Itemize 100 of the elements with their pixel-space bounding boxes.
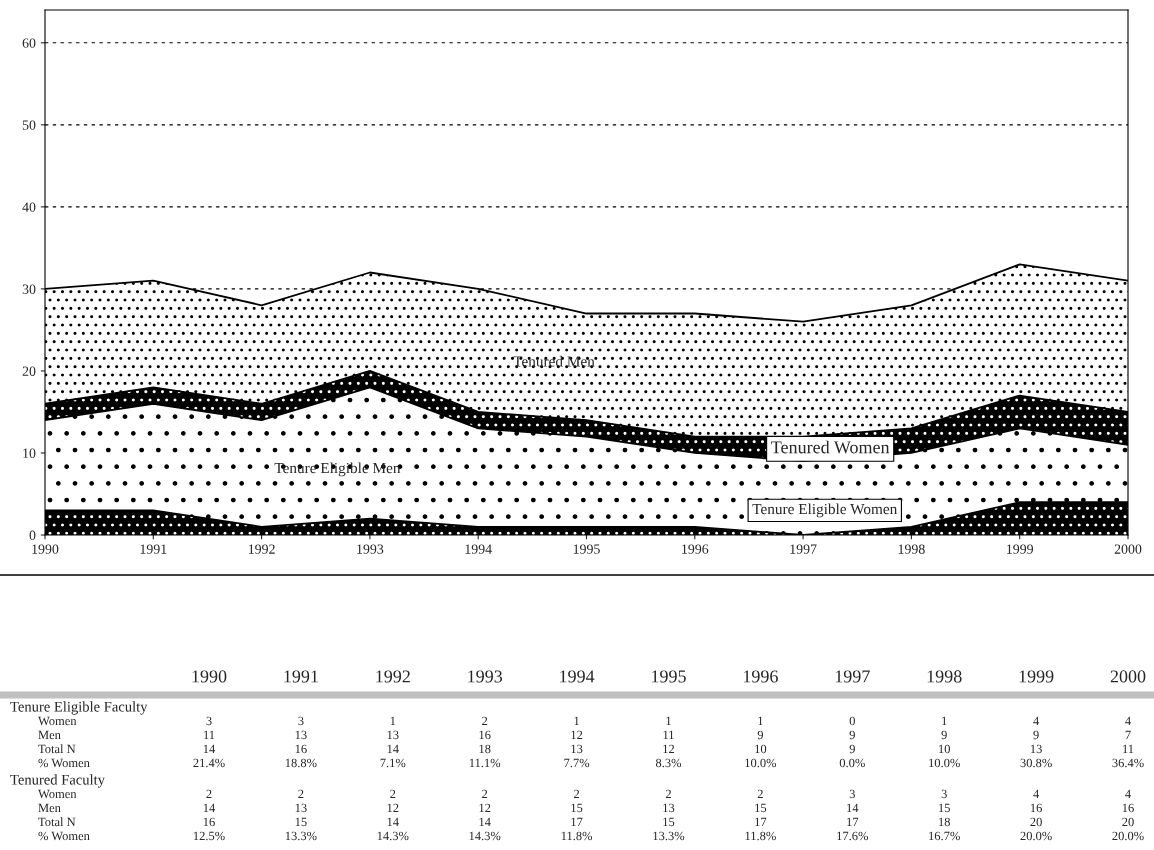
text: 13.3% xyxy=(653,831,685,841)
text: 10 xyxy=(755,744,767,754)
text: 4 xyxy=(1125,716,1131,726)
x-tick-label: 1993 xyxy=(357,544,384,554)
text: 15 xyxy=(663,817,675,827)
y-tick-label: 0 xyxy=(29,530,36,540)
text: 2 xyxy=(665,789,671,799)
text: 12 xyxy=(387,803,399,813)
x-tick-label: 1991 xyxy=(140,544,167,554)
text: 16 xyxy=(1030,803,1042,813)
text: % Women xyxy=(38,758,90,768)
text: 16 xyxy=(203,817,215,827)
text: 9 xyxy=(1033,730,1039,740)
text: 12 xyxy=(479,803,491,813)
text: Total N xyxy=(38,817,76,827)
y-tick-label: 30 xyxy=(22,284,36,294)
text: 14 xyxy=(847,803,859,813)
text: 14 xyxy=(479,817,491,827)
text: 1 xyxy=(390,716,396,726)
text: 3 xyxy=(206,716,212,726)
text: 3 xyxy=(849,789,855,799)
text: 11 xyxy=(663,730,674,740)
series-label: Tenure Eligible Men xyxy=(274,462,401,477)
series-label: Tenured Men xyxy=(513,355,595,367)
text: 13 xyxy=(571,744,583,754)
text: 8.3% xyxy=(655,758,682,768)
text: 14 xyxy=(387,744,399,754)
category-label: 1996 xyxy=(743,670,778,683)
text: 15 xyxy=(295,817,307,827)
text: 3 xyxy=(298,716,304,726)
x-tick-label: 1998 xyxy=(898,544,925,554)
text: Men xyxy=(38,730,61,740)
text: Men xyxy=(38,803,61,813)
text: Women xyxy=(38,716,77,726)
category-label: 1992 xyxy=(376,670,410,683)
text: 0.0% xyxy=(839,758,865,768)
text: 2 xyxy=(482,789,488,799)
text: Tenure Eligible Faculty xyxy=(10,701,148,715)
category-label: 1995 xyxy=(652,670,686,683)
category-label: 1998 xyxy=(927,670,962,683)
text: 15 xyxy=(939,803,950,813)
text: 18 xyxy=(939,817,950,827)
text: 12 xyxy=(663,744,675,754)
series-label: Tenured Women xyxy=(771,440,890,454)
text: 20 xyxy=(1122,817,1134,827)
text: 2 xyxy=(482,716,488,726)
x-tick-label: 1999 xyxy=(1007,544,1034,554)
text: 14 xyxy=(203,744,216,754)
text: 11.1% xyxy=(469,758,501,768)
y-tick-label: 60 xyxy=(22,38,36,48)
text: 16 xyxy=(1122,803,1134,813)
text: 30.8% xyxy=(1020,758,1052,768)
text: 2 xyxy=(757,789,763,799)
category-label: 1997 xyxy=(835,670,870,683)
x-tick-label: 1994 xyxy=(465,544,492,554)
text: 14.3% xyxy=(377,831,409,841)
text: 3 xyxy=(941,789,947,799)
text: 2 xyxy=(298,789,304,799)
text: 10 xyxy=(939,744,950,754)
text: 1 xyxy=(666,716,671,726)
y-tick-label: 20 xyxy=(22,366,36,376)
text: 15 xyxy=(755,803,767,813)
text: 18.8% xyxy=(285,758,317,768)
text: 13 xyxy=(295,730,307,740)
text: 13 xyxy=(295,803,307,813)
y-tick-label: 10 xyxy=(23,448,36,458)
text: 9 xyxy=(849,730,855,740)
text: 14 xyxy=(203,803,216,813)
series-label: Tenure Eligible Women xyxy=(752,503,898,518)
text: Women xyxy=(38,789,77,799)
text: 17 xyxy=(847,817,859,827)
text: 17 xyxy=(571,817,583,827)
text: 11 xyxy=(204,730,215,740)
text: 14.3% xyxy=(469,831,501,841)
text: 0 xyxy=(849,716,855,726)
text: Tenured Faculty xyxy=(10,774,105,788)
x-tick-label: 1990 xyxy=(32,544,59,554)
text: 13 xyxy=(663,803,675,813)
text: 14 xyxy=(387,817,399,827)
text: 17 xyxy=(755,817,767,827)
text: 7 xyxy=(1125,730,1131,740)
text: 1 xyxy=(758,716,763,726)
text: 13 xyxy=(387,730,399,740)
text: 12.5% xyxy=(193,831,225,841)
category-label: 1991 xyxy=(284,670,318,683)
text: 2 xyxy=(574,789,580,799)
text: 1 xyxy=(942,716,947,726)
text: 11.8% xyxy=(745,831,776,841)
text: 13 xyxy=(1030,744,1042,754)
y-tick-label: 40 xyxy=(22,202,36,212)
text: 20 xyxy=(1030,817,1042,827)
text: 2 xyxy=(390,789,396,799)
text: 10.0% xyxy=(745,758,777,768)
category-label: 1999 xyxy=(1019,670,1054,683)
x-tick-label: 1996 xyxy=(682,544,709,554)
text: 16.7% xyxy=(929,831,960,841)
text: 36.4% xyxy=(1112,758,1144,768)
category-label: 1994 xyxy=(560,670,595,683)
text: 4 xyxy=(1125,789,1131,799)
text: 9 xyxy=(849,744,855,754)
